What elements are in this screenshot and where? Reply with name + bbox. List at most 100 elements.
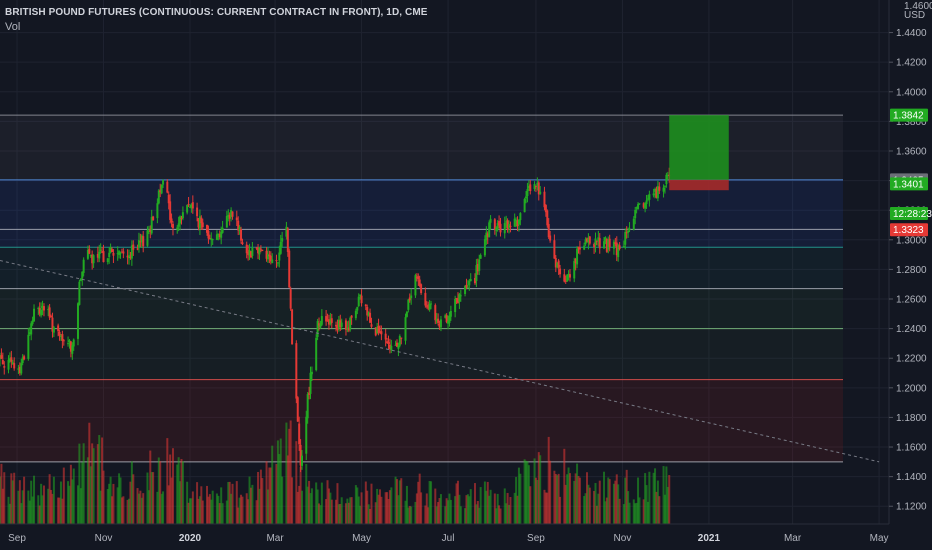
volume-bar <box>388 490 391 524</box>
candle-body <box>608 238 611 248</box>
time-tick-label: 2021 <box>698 533 721 544</box>
candle-body <box>177 223 180 227</box>
candle-body <box>464 285 467 294</box>
volume-bar <box>476 501 479 524</box>
candle-body <box>336 325 339 330</box>
volume-bar <box>612 483 615 524</box>
volume-bar <box>458 494 461 524</box>
volume-bar <box>519 473 522 524</box>
volume-indicator-label[interactable]: Vol <box>5 21 21 33</box>
volume-bar <box>666 486 669 524</box>
volume-bar <box>188 498 191 524</box>
volume-bar <box>378 489 381 524</box>
volume-bar <box>614 480 617 524</box>
volume-bar <box>167 485 170 524</box>
dashed-trendline[interactable] <box>0 260 880 463</box>
candle-body <box>454 298 457 313</box>
candle-body <box>315 337 318 371</box>
candle-body <box>349 317 352 330</box>
price-tick-label: 1.3800 <box>896 117 927 128</box>
candle-body <box>458 294 461 302</box>
volume-bar <box>79 488 82 524</box>
volume-bar <box>449 499 452 524</box>
candle-body <box>79 278 82 281</box>
stop-zone[interactable] <box>669 179 729 191</box>
volume-bar <box>31 496 34 524</box>
candle-body <box>186 204 189 213</box>
volume-bar <box>543 489 546 524</box>
candle-body <box>316 321 319 337</box>
candle-body <box>370 324 373 327</box>
candle-body <box>397 345 400 349</box>
volume-bar <box>618 498 621 524</box>
target-zone[interactable] <box>669 115 729 180</box>
volume-bar <box>306 486 309 524</box>
candle-body <box>354 310 357 319</box>
volume-bar <box>20 503 23 524</box>
volume-bar <box>434 488 437 524</box>
candle-body <box>553 240 556 259</box>
candle-body <box>556 262 559 268</box>
candle-body <box>245 244 248 254</box>
volume-bar <box>628 502 631 524</box>
trendline-layer[interactable] <box>0 260 880 463</box>
chart-legend: BRITISH POUND FUTURES (CONTINUOUS: CURRE… <box>5 6 428 34</box>
volume-bar <box>549 460 552 524</box>
candle-body <box>191 202 194 209</box>
candle-body <box>414 275 417 296</box>
candle-body <box>424 292 427 306</box>
volume-bar <box>390 487 393 524</box>
candle-body <box>268 254 271 257</box>
candle-body <box>276 262 279 264</box>
volume-bar <box>23 476 26 524</box>
volume-bar <box>344 503 347 524</box>
candle-body <box>72 339 75 347</box>
candle-body <box>7 359 10 370</box>
candle-body <box>445 315 448 323</box>
candle-body <box>584 239 587 245</box>
candle-body <box>47 309 50 311</box>
candle-body <box>388 344 391 350</box>
volume-bar <box>18 480 21 524</box>
time-tick-label: May <box>870 533 889 544</box>
volume-bar <box>305 463 308 524</box>
volume-bar <box>377 494 380 524</box>
time-axis[interactable]: Sep Nov 2020 Mar May Jul Sep Nov 2021 Mar May <box>8 533 888 544</box>
volume-bar <box>319 505 322 524</box>
candle-body <box>126 255 129 258</box>
volume-bar <box>122 496 125 524</box>
candle-body <box>508 224 511 228</box>
candle-body <box>435 318 438 322</box>
volume-bar <box>635 502 638 524</box>
volume-bar <box>128 498 131 524</box>
currency-label[interactable]: USD <box>904 10 925 21</box>
candle-body <box>644 203 647 209</box>
candle-body <box>499 223 502 233</box>
volume-bar <box>207 496 210 524</box>
long-position-tool[interactable] <box>669 115 729 191</box>
volume-bar <box>71 479 74 524</box>
candle-body <box>86 250 89 259</box>
volume-bar <box>417 481 420 524</box>
candle-body <box>475 265 478 281</box>
symbol-title[interactable]: BRITISH POUND FUTURES (CONTINUOUS: CURRE… <box>5 7 428 18</box>
volume-bar <box>235 481 238 524</box>
candle-body <box>310 371 313 375</box>
volume-bar <box>533 458 536 524</box>
candle-body <box>275 260 278 262</box>
candle-body <box>624 231 627 245</box>
candle-body <box>544 205 547 213</box>
candle-body <box>564 280 567 282</box>
volume-bar <box>459 506 462 524</box>
volume-bar <box>486 481 489 524</box>
volume-bar <box>162 491 165 524</box>
volume-bar <box>258 488 261 524</box>
volume-bar <box>140 497 143 524</box>
volume-bar <box>13 472 16 524</box>
volume-bar <box>499 508 502 524</box>
candle-body <box>439 319 442 328</box>
candle-body <box>221 227 224 233</box>
volume-bar <box>316 489 319 524</box>
